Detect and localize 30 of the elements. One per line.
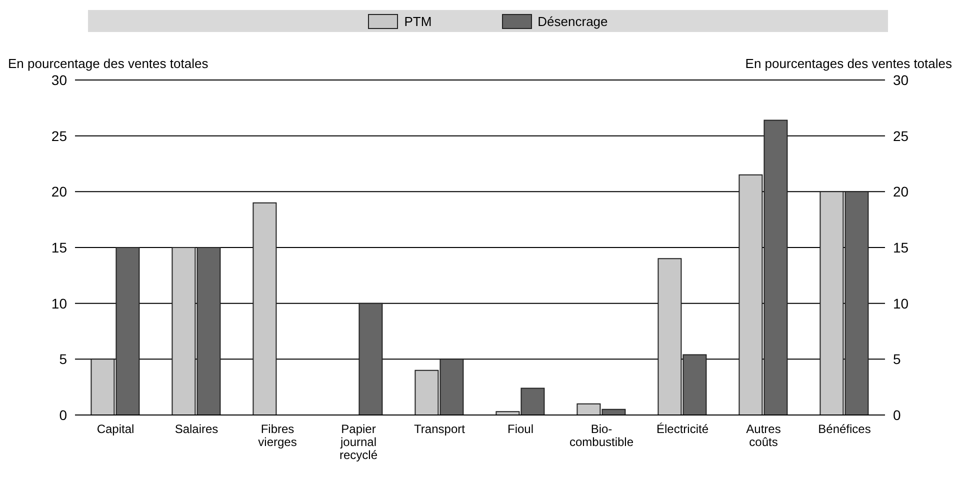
x-tick-label: Fioul — [507, 422, 534, 436]
x-tick-label: Capital — [96, 422, 134, 436]
x-tick-label: Papier journal recyclé — [339, 422, 378, 462]
y2-tick-label: 0 — [893, 406, 901, 423]
x-tick-label: Salaires — [174, 422, 218, 436]
y-tick-label: 20 — [51, 184, 68, 200]
x-tick-label: Autres coûts — [746, 422, 781, 449]
x-tick-label: Électricité — [656, 422, 709, 436]
y-axis-title: En pourcentage des ventes totales — [8, 56, 208, 71]
y2-axis-title: En pourcentages des ventes totales — [745, 56, 952, 71]
x-tick-label: Fibres vierges — [258, 422, 297, 449]
y2-tick-label: 10 — [893, 295, 909, 312]
y2-tick-label: 15 — [893, 239, 909, 256]
y-tick-label: 15 — [51, 239, 68, 256]
y-tick-label: 10 — [51, 295, 68, 312]
y2-tick-label: 20 — [893, 184, 909, 200]
bar — [358, 302, 383, 415]
y2-tick-label: 25 — [893, 128, 909, 144]
y-tick-label: 30 — [51, 72, 68, 88]
y2-tick-label: 5 — [893, 351, 901, 368]
y-tick-label: 25 — [51, 128, 68, 144]
y2-tick-label: 30 — [893, 72, 909, 88]
x-tick-label: Bio-combustible — [569, 422, 634, 449]
x-tick-label: Bénéfices — [818, 422, 871, 436]
bar — [252, 202, 277, 415]
y-tick-label: 5 — [59, 351, 68, 368]
legend-label: Désencrage — [536, 14, 608, 28]
legend-label: PTM — [403, 14, 432, 28]
y-tick-label: 0 — [59, 406, 68, 423]
x-tick-label: Transport — [414, 422, 466, 436]
